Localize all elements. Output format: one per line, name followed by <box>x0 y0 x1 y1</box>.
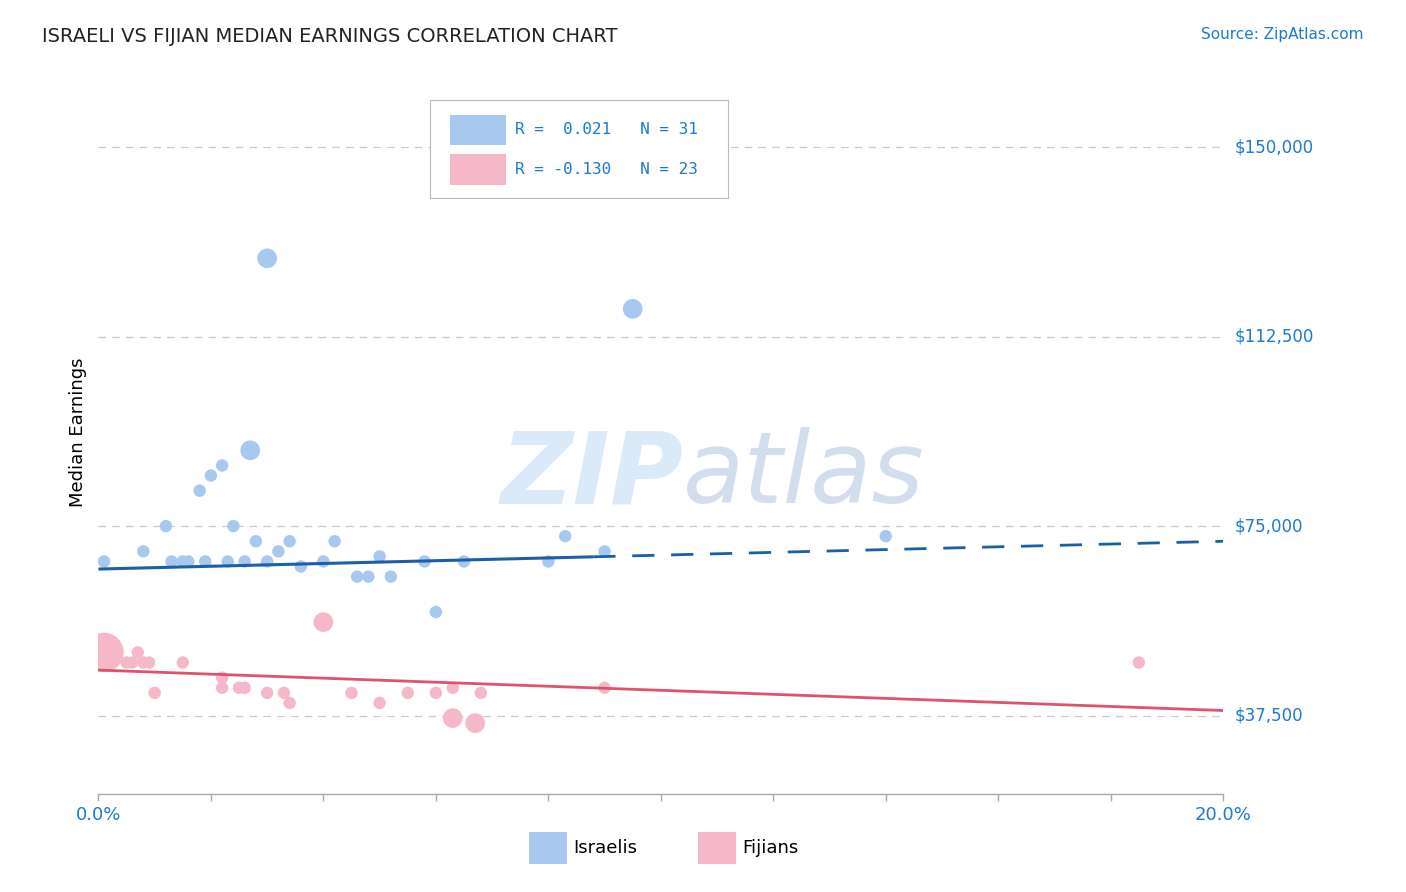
Point <box>593 681 616 695</box>
Point <box>222 519 245 533</box>
Point <box>267 544 290 558</box>
Point <box>233 554 256 568</box>
Point <box>425 686 447 700</box>
Point <box>554 529 576 543</box>
Point <box>115 656 138 670</box>
Point <box>172 554 194 568</box>
Point <box>312 554 335 568</box>
Text: atlas: atlas <box>683 427 925 524</box>
Point <box>200 468 222 483</box>
Point <box>441 681 464 695</box>
Text: $150,000: $150,000 <box>1234 138 1313 156</box>
Point <box>211 671 233 685</box>
Point <box>239 443 262 458</box>
Point <box>121 656 143 670</box>
Point <box>1128 656 1150 670</box>
Point <box>143 686 166 700</box>
Point <box>256 252 278 266</box>
Point <box>621 301 644 316</box>
Text: Source: ZipAtlas.com: Source: ZipAtlas.com <box>1201 27 1364 42</box>
FancyBboxPatch shape <box>529 832 568 864</box>
Point <box>278 696 301 710</box>
Point <box>132 656 155 670</box>
Point <box>132 544 155 558</box>
Point <box>441 711 464 725</box>
Point <box>188 483 211 498</box>
Y-axis label: Median Earnings: Median Earnings <box>69 358 87 508</box>
Point <box>470 686 492 700</box>
Text: Israelis: Israelis <box>574 839 637 857</box>
Text: $37,500: $37,500 <box>1234 706 1303 724</box>
Point <box>217 554 239 568</box>
Point <box>340 686 363 700</box>
Point <box>233 681 256 695</box>
Point <box>413 554 436 568</box>
Point <box>425 605 447 619</box>
Point <box>396 686 419 700</box>
Point <box>453 554 475 568</box>
Point <box>256 686 278 700</box>
Point <box>194 554 217 568</box>
Point <box>172 656 194 670</box>
Point <box>464 716 486 731</box>
FancyBboxPatch shape <box>450 115 506 145</box>
Text: R = -0.130   N = 23: R = -0.130 N = 23 <box>515 162 697 178</box>
Point <box>368 696 391 710</box>
Point <box>93 554 115 568</box>
Text: R =  0.021   N = 31: R = 0.021 N = 31 <box>515 122 697 137</box>
Point <box>346 569 368 583</box>
Point <box>211 681 233 695</box>
Point <box>357 569 380 583</box>
Point <box>537 554 560 568</box>
Point <box>256 554 278 568</box>
Point <box>211 458 233 473</box>
FancyBboxPatch shape <box>697 832 737 864</box>
Point <box>290 559 312 574</box>
Point <box>323 534 346 549</box>
Point <box>875 529 897 543</box>
Point <box>278 534 301 549</box>
Point <box>368 549 391 564</box>
Point <box>155 519 177 533</box>
Point <box>228 681 250 695</box>
Point <box>93 645 115 659</box>
Point <box>273 686 295 700</box>
Point <box>160 554 183 568</box>
Point <box>593 544 616 558</box>
FancyBboxPatch shape <box>450 154 506 185</box>
Text: $112,500: $112,500 <box>1234 327 1313 345</box>
Text: $75,000: $75,000 <box>1234 517 1303 535</box>
Point <box>138 656 160 670</box>
Point <box>177 554 200 568</box>
Point <box>245 534 267 549</box>
FancyBboxPatch shape <box>430 100 728 198</box>
Text: ZIP: ZIP <box>501 427 683 524</box>
Text: ISRAELI VS FIJIAN MEDIAN EARNINGS CORRELATION CHART: ISRAELI VS FIJIAN MEDIAN EARNINGS CORREL… <box>42 27 617 45</box>
Text: Fijians: Fijians <box>742 839 799 857</box>
Point <box>312 615 335 629</box>
Point <box>127 645 149 659</box>
Point <box>380 569 402 583</box>
